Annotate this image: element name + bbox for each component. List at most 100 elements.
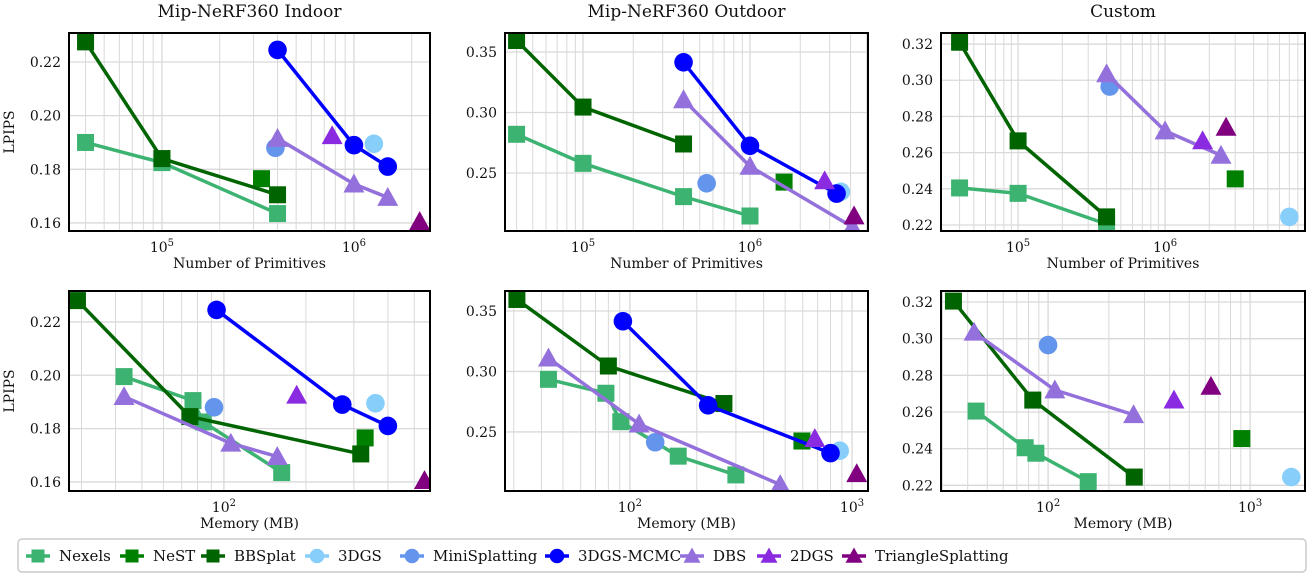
series-3dgs-mcmc (207, 300, 398, 436)
x-tick-label: 105 (150, 238, 174, 256)
legend-label: DBS (713, 547, 746, 565)
series-2dgs (321, 125, 343, 145)
series-2dgs (814, 170, 836, 190)
y-tick-label: 0.22 (902, 218, 933, 234)
series-line (959, 186, 1108, 226)
plot-area (951, 33, 1299, 231)
legend-marker-square-icon (206, 549, 220, 563)
series-3dgs (1282, 467, 1301, 487)
data-point (332, 395, 352, 414)
series-bbsplat (69, 292, 370, 463)
subplot-6: 0.22 0.24 0.26 0.28 0.30 0.32 102 103 Memory (MB… (902, 290, 1306, 532)
y-tick-label: 0.18 (30, 422, 61, 438)
y-tick-label: 0.30 (902, 332, 933, 348)
legend-label: NeST (153, 547, 195, 565)
subplot-title: Mip-NeRF360 Indoor (158, 2, 343, 22)
data-point (252, 170, 270, 188)
data-point (963, 321, 985, 341)
data-point (673, 89, 695, 109)
legend-item-nest: NeST (120, 547, 195, 565)
data-point (1038, 335, 1058, 355)
series-line (682, 98, 854, 229)
data-point (364, 134, 384, 154)
y-tick-label: 0.30 (466, 364, 497, 380)
plot-area (508, 291, 868, 491)
legend-item-2dgs: 2DGS (757, 547, 834, 565)
series-3dgs-mcmc (268, 40, 398, 176)
y-axis-label: LPIPS (2, 110, 18, 153)
y-tick-label: 0.25 (466, 166, 497, 182)
series-nexels (508, 125, 759, 225)
x-axis-label: Memory (MB) (1074, 516, 1173, 532)
x-tick-label: 105 (1006, 238, 1030, 256)
data-point (675, 188, 693, 206)
x-axis-label: Number of Primitives (173, 256, 326, 272)
plot-area (77, 33, 430, 231)
y-tick-label: 0.30 (902, 73, 933, 89)
y-tick-label: 0.28 (902, 368, 933, 384)
data-point (184, 392, 202, 410)
legend-marker-triangle-icon (760, 547, 778, 563)
series-dbs (113, 386, 288, 465)
subplot-1: 0.16 0.18 0.20 0.22 105 106 Number of Primitiv… (2, 2, 431, 272)
series-dbs (267, 127, 399, 206)
y-tick-label: 0.22 (902, 478, 933, 494)
data-point (344, 135, 364, 155)
data-point (612, 413, 630, 431)
series-3dgs (364, 134, 384, 154)
y-tick-label: 0.32 (902, 295, 933, 311)
data-point (1044, 379, 1066, 399)
data-point (675, 135, 693, 153)
axes-frame (68, 290, 431, 492)
data-point (1096, 63, 1118, 83)
x-tick-label: 102 (1036, 498, 1060, 516)
legend-label: 3DGS (338, 547, 382, 565)
data-point (269, 205, 287, 223)
series-3dgs-mcmc (674, 52, 846, 203)
x-tick-label: 102 (212, 498, 236, 516)
data-point (113, 386, 135, 405)
data-point (1200, 375, 1222, 395)
series-nest (775, 173, 793, 191)
data-point (1123, 404, 1145, 424)
data-point (814, 170, 836, 190)
series-trianglesplatting (1215, 116, 1237, 136)
subplot-title: Custom (1090, 2, 1156, 22)
plot-area (944, 292, 1301, 491)
legend-item-3dgs: 3DGS (305, 547, 382, 565)
series-3dgs-mcmc (613, 311, 840, 463)
y-tick-label: 0.24 (902, 182, 933, 198)
data-point (286, 384, 308, 404)
data-point (715, 395, 733, 413)
legend-label: MiniSplatting (433, 547, 538, 565)
y-tick-label: 0.22 (30, 315, 61, 331)
legend-item-trianglesplatting: TriangleSplatting (842, 547, 1009, 565)
y-axis-label: LPIPS (2, 369, 18, 412)
series-2dgs (1192, 130, 1214, 150)
series-bbsplat (77, 33, 287, 204)
plot-area (69, 292, 430, 489)
data-point (1009, 184, 1027, 202)
data-point (599, 357, 617, 375)
data-point (343, 173, 365, 193)
x-tick-label: 106 (738, 238, 762, 256)
data-point (770, 474, 790, 491)
data-point (77, 133, 95, 151)
series-nest (252, 170, 270, 188)
data-point (846, 463, 868, 483)
y-tick-label: 0.22 (30, 55, 61, 71)
data-point (207, 300, 226, 320)
series-line (215, 308, 389, 428)
data-point (508, 33, 526, 50)
series-3dgs (1280, 207, 1299, 227)
series-trianglesplatting (413, 470, 430, 489)
data-point (697, 174, 716, 193)
data-point (1125, 468, 1143, 486)
data-point (775, 173, 793, 191)
series-nest (356, 429, 374, 447)
data-point (321, 125, 343, 145)
data-point (739, 155, 761, 175)
